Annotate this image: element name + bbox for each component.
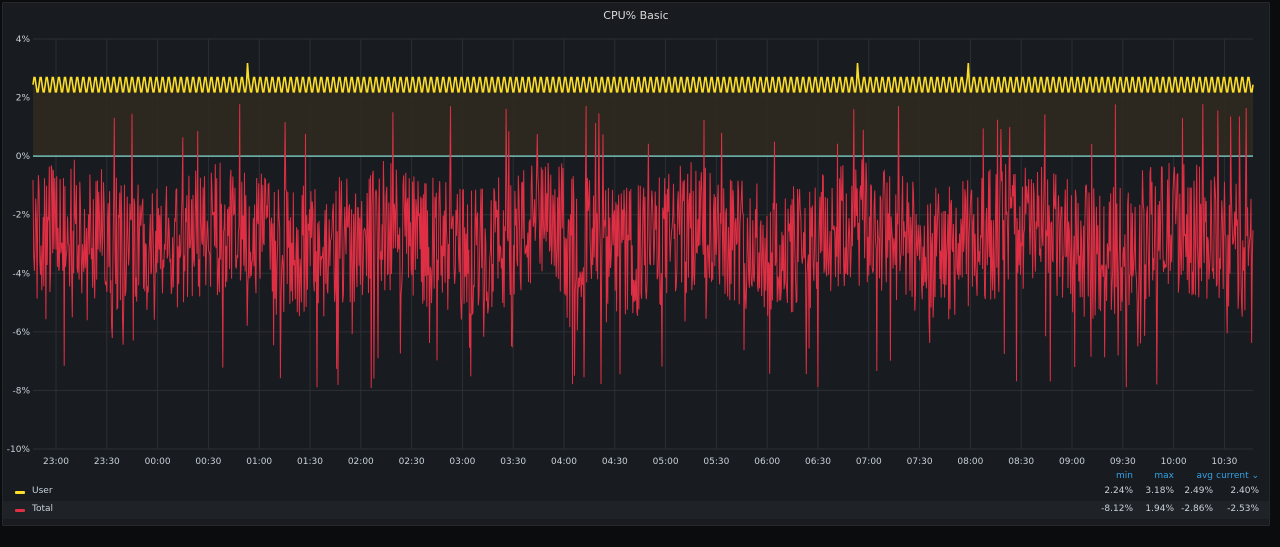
legend-total-max: 1.94%: [1145, 504, 1174, 514]
x-tick-label: 06:30: [805, 457, 831, 467]
legend-total-avg: -2.86%: [1181, 504, 1213, 514]
x-tick-label: 02:30: [399, 457, 425, 467]
legend-header: min max avg current ⌄: [3, 471, 1269, 485]
legend-row-total[interactable]: Total -8.12% 1.94% -2.86% -2.53%: [3, 501, 1269, 519]
y-axis: 4% 2% 0% -2% -4% -6% -8% -10%: [7, 35, 31, 455]
legend-total-current: -2.53%: [1227, 504, 1259, 514]
x-tick-label: 03:00: [449, 457, 475, 467]
chart-panel: CPU% Basic 4% 2% 0% -2% -4% -6% -8% -10% 23:00 2…: [2, 2, 1270, 526]
y-tick-label: -10%: [7, 445, 31, 455]
x-tick-label: 00:00: [145, 457, 171, 467]
x-tick-label: 07:00: [856, 457, 882, 467]
x-tick-label: 23:30: [94, 457, 120, 467]
x-tick-label: 03:30: [500, 457, 526, 467]
x-tick-label: 06:00: [754, 457, 780, 467]
x-tick-label: 08:00: [957, 457, 983, 467]
x-tick-label: 23:00: [43, 457, 69, 467]
y-tick-label: -4%: [12, 269, 30, 279]
user-series-fill: [33, 63, 1253, 157]
x-tick-label: 07:30: [907, 457, 933, 467]
x-tick-label: 00:30: [195, 457, 221, 467]
x-axis: 23:00 23:30 00:00 00:30 01:00 01:30 02:00 02:30…: [43, 457, 1238, 467]
y-tick-label: 0%: [16, 152, 31, 162]
x-tick-label: 10:00: [1161, 457, 1187, 467]
x-tick-label: 05:30: [703, 457, 729, 467]
legend-label-total[interactable]: Total: [32, 504, 54, 514]
y-tick-label: -6%: [12, 328, 30, 338]
x-tick-label: 01:00: [246, 457, 272, 467]
y-tick-label: -8%: [12, 386, 30, 396]
legend-user-current: 2.40%: [1230, 486, 1259, 496]
legend-swatch-user[interactable]: [15, 491, 25, 494]
legend-header-current[interactable]: current ⌄: [1216, 471, 1259, 481]
legend-user-avg: 2.49%: [1184, 486, 1213, 496]
legend-swatch-total[interactable]: [15, 509, 25, 512]
x-tick-label: 02:00: [348, 457, 374, 467]
cpu-chart: 4% 2% 0% -2% -4% -6% -8% -10% 23:00 23:30 00:00 00…: [7, 35, 1254, 467]
x-tick-label: 10:30: [1211, 457, 1237, 467]
legend-total-min: -8.12%: [1101, 504, 1133, 514]
legend-label-user[interactable]: User: [32, 486, 53, 496]
x-tick-label: 04:30: [602, 457, 628, 467]
y-tick-label: 2%: [16, 94, 31, 104]
x-tick-label: 09:30: [1110, 457, 1136, 467]
x-tick-label: 08:30: [1008, 457, 1034, 467]
legend-row-user[interactable]: User 2.24% 3.18% 2.49% 2.40%: [3, 483, 1269, 501]
legend-user-max: 3.18%: [1145, 486, 1174, 496]
legend-header-avg[interactable]: avg: [1196, 471, 1213, 481]
legend-header-max[interactable]: max: [1154, 471, 1174, 481]
x-tick-label: 09:00: [1059, 457, 1085, 467]
panel-title[interactable]: CPU% Basic: [603, 9, 669, 22]
x-tick-label: 05:00: [653, 457, 679, 467]
y-tick-label: -2%: [12, 211, 30, 221]
total-series-line: [32, 104, 1254, 389]
x-tick-label: 04:00: [551, 457, 577, 467]
y-tick-label: 4%: [16, 35, 31, 45]
x-tick-label: 01:30: [297, 457, 323, 467]
legend-user-min: 2.24%: [1104, 486, 1133, 496]
user-series-line: [32, 62, 1254, 93]
legend-header-min[interactable]: min: [1116, 471, 1133, 481]
